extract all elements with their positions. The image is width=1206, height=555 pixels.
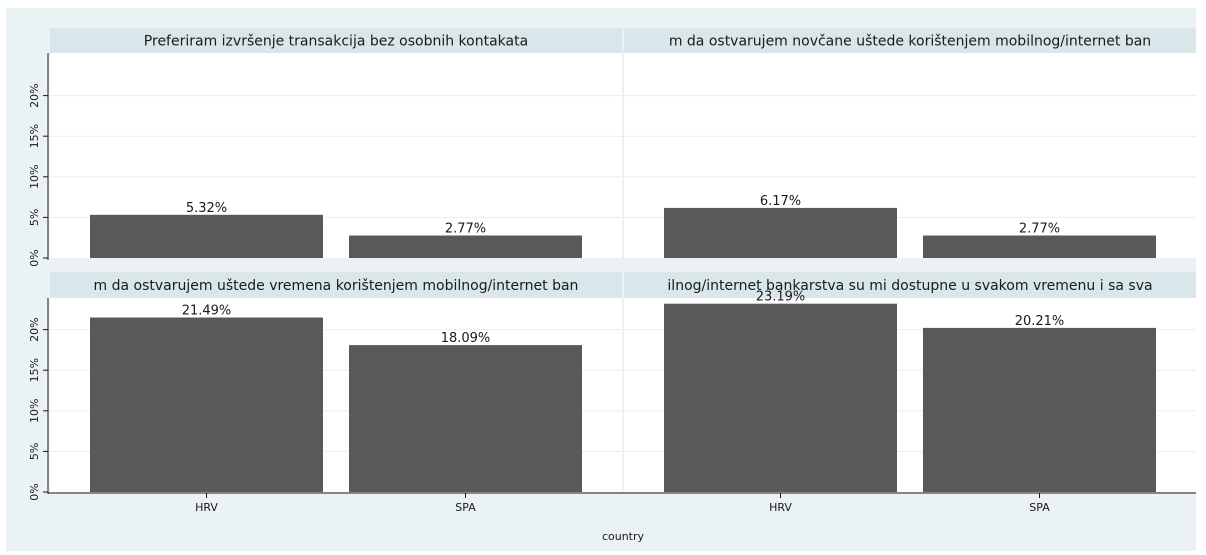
- y-tick-label: 5%: [28, 443, 41, 460]
- y-tick-label: 10%: [28, 165, 41, 189]
- strip-header: [624, 272, 1196, 298]
- bar-hrv: [664, 207, 897, 258]
- panel-title: m da ostvarujem uštede vremena korištenj…: [94, 278, 579, 294]
- bar-spa: [923, 327, 1156, 492]
- y-tick-label: 10%: [28, 399, 41, 423]
- data-label: 20.21%: [1015, 314, 1065, 329]
- facet-panel-2: m da ostvarujem novčane uštede korištenj…: [624, 28, 1196, 258]
- x-tick-label: SPA: [455, 501, 476, 514]
- panel-title: Preferiram izvršenje transakcija bez oso…: [144, 34, 528, 50]
- strip-header: [50, 272, 622, 298]
- facet-panel-3: m da ostvarujem uštede vremena korištenj…: [50, 272, 622, 492]
- data-label: 2.77%: [445, 222, 486, 237]
- panel-title: m da ostvarujem novčane uštede korištenj…: [669, 34, 1151, 50]
- y-tick-label: 0%: [28, 483, 41, 500]
- bar-hrv: [664, 303, 897, 492]
- data-label: 18.09%: [441, 331, 491, 346]
- bar-spa: [923, 235, 1156, 258]
- bar-hrv: [90, 214, 323, 258]
- data-label: 2.77%: [1019, 222, 1060, 237]
- y-tick-label: 15%: [28, 124, 41, 148]
- y-tick-label: 5%: [28, 209, 41, 226]
- facet-panel-4: ilnog/internet bankarstva su mi dostupne…: [624, 272, 1196, 492]
- y-tick-label: 20%: [28, 83, 41, 107]
- y-tick-label: 20%: [28, 317, 41, 341]
- x-axis: HRV SPA HRV SPA country: [48, 492, 1196, 543]
- bar-hrv: [90, 317, 323, 492]
- x-tick-label: SPA: [1029, 501, 1050, 514]
- data-label: 23.19%: [756, 290, 806, 305]
- y-axis-row-1: 0% 5% 10% 15% 20%: [28, 53, 49, 267]
- chart-figure: Preferiram izvršenje transakcija bez oso…: [6, 8, 1196, 551]
- data-label: 6.17%: [760, 194, 801, 209]
- chart-canvas: Preferiram izvršenje transakcija bez oso…: [28, 28, 1196, 543]
- y-tick-label: 15%: [28, 358, 41, 382]
- y-tick-label: 0%: [28, 249, 41, 266]
- strip-header: [50, 28, 622, 53]
- x-axis-label: country: [602, 530, 645, 543]
- data-label: 5.32%: [186, 201, 227, 216]
- facet-panel-1: Preferiram izvršenje transakcija bez oso…: [50, 28, 622, 258]
- data-label: 21.49%: [182, 304, 232, 319]
- strip-header: [624, 28, 1196, 53]
- panel-title: ilnog/internet bankarstva su mi dostupne…: [667, 278, 1152, 294]
- bar-spa: [349, 345, 582, 492]
- bar-spa: [349, 235, 582, 258]
- x-tick-label: HRV: [769, 501, 792, 514]
- x-tick-label: HRV: [195, 501, 218, 514]
- y-axis-row-2: 0% 5% 10% 15% 20%: [28, 298, 49, 501]
